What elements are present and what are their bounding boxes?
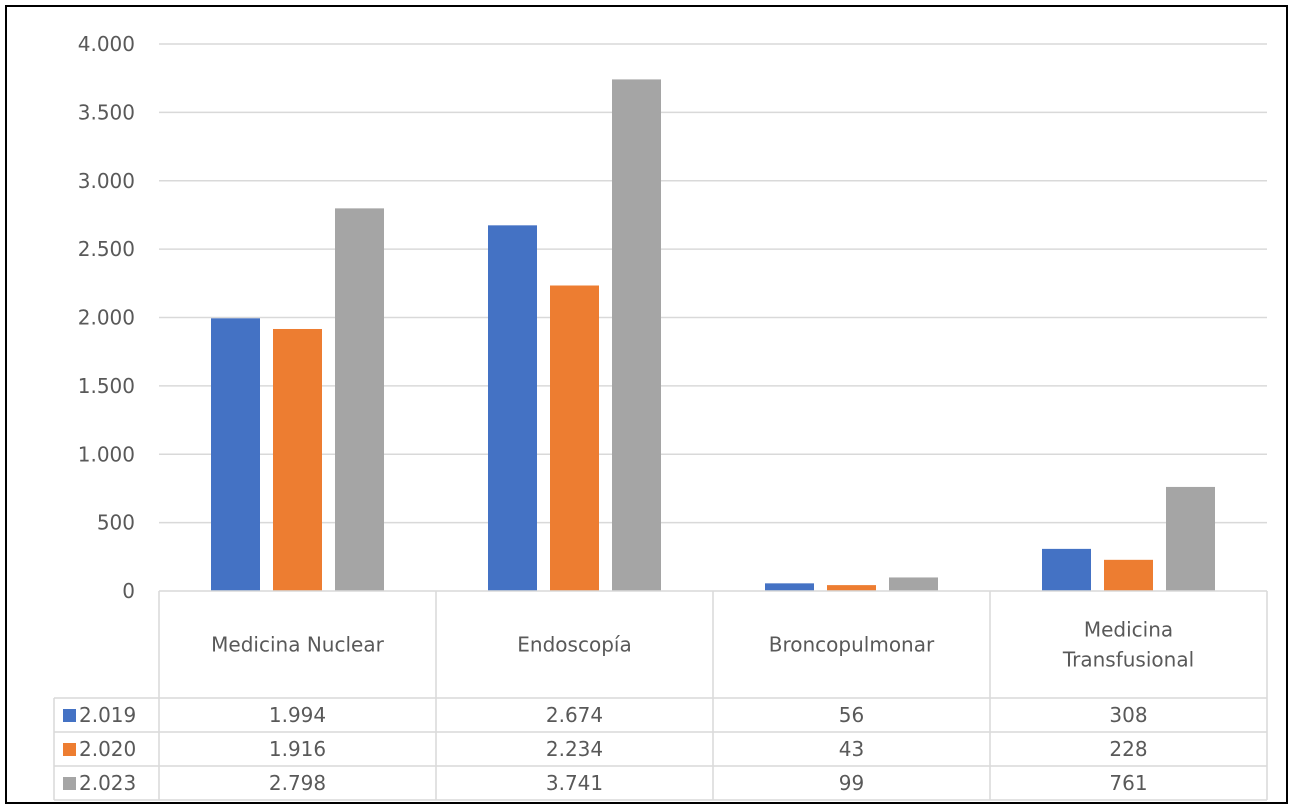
- table-cell: 56: [839, 703, 864, 727]
- category-label: Endoscopía: [517, 633, 631, 657]
- bar-2.019-2: [765, 583, 814, 591]
- category-label: Medicina: [1084, 618, 1173, 642]
- y-axis-ticks: 0 500 1.000 1.500 2.000 2.500 3.000 3.500 4.000: [78, 32, 135, 603]
- bar-2.020-2: [827, 585, 876, 591]
- chart-frame: 0 500 1.000 1.500 2.000 2.500 3.000 3.500 4.000 …: [5, 5, 1288, 804]
- legend-label: 2.020: [79, 737, 136, 761]
- y-tick-label: 3.500: [78, 100, 135, 124]
- y-tick-label: 500: [97, 511, 135, 535]
- table-cell: 1.994: [269, 703, 326, 727]
- y-tick-label: 4.000: [78, 32, 135, 56]
- legend-label: 2.019: [79, 703, 136, 727]
- legend-label: 2.023: [79, 771, 136, 795]
- table-cell: 3.741: [546, 771, 603, 795]
- bar-2.019-0: [211, 318, 260, 591]
- category-label: Broncopulmonar: [769, 633, 935, 657]
- y-tick-label: 0: [122, 579, 135, 603]
- bar-2.019-3: [1042, 548, 1091, 591]
- legend-key-2.023: [63, 777, 76, 790]
- y-tick-label: 2.000: [78, 306, 135, 330]
- table-cell: 2.798: [269, 771, 326, 795]
- bar-chart: 05001.0001.5002.0002.5003.0003.5004.000 …: [53, 32, 1268, 801]
- gridlines: [159, 43, 1267, 524]
- y-tick-label: 1.000: [78, 442, 135, 466]
- bar-2.023-0: [335, 208, 384, 591]
- bar-2.023-2: [889, 577, 938, 591]
- legend-key-2.019: [63, 709, 76, 722]
- table-cell: 99: [839, 771, 864, 795]
- y-tick-label: 1.500: [78, 374, 135, 398]
- table-cell: 308: [1109, 703, 1147, 727]
- bars: [211, 79, 1215, 592]
- table-cell: 43: [839, 737, 864, 761]
- bar-2.023-1: [612, 79, 661, 592]
- legend-key-2.020: [63, 743, 76, 756]
- data-table: Medicina Nuclear Endoscopía Broncopulmonar…: [53, 590, 1268, 801]
- y-tick-label: 2.500: [78, 237, 135, 261]
- bar-2.020-0: [273, 328, 322, 591]
- table-cell: 761: [1109, 771, 1147, 795]
- table-cell: 2.674: [546, 703, 603, 727]
- y-tick-label: 3.000: [78, 169, 135, 193]
- bar-2.020-3: [1104, 559, 1153, 591]
- bar-2.019-1: [488, 225, 537, 591]
- category-label: Transfusional: [1062, 648, 1194, 672]
- category-label: Medicina Nuclear: [211, 633, 384, 657]
- table-cell: 1.916: [269, 737, 326, 761]
- bar-2.023-3: [1166, 486, 1215, 591]
- table-cell: 228: [1109, 737, 1147, 761]
- table-cell: 2.234: [546, 737, 603, 761]
- bar-2.020-1: [550, 285, 599, 591]
